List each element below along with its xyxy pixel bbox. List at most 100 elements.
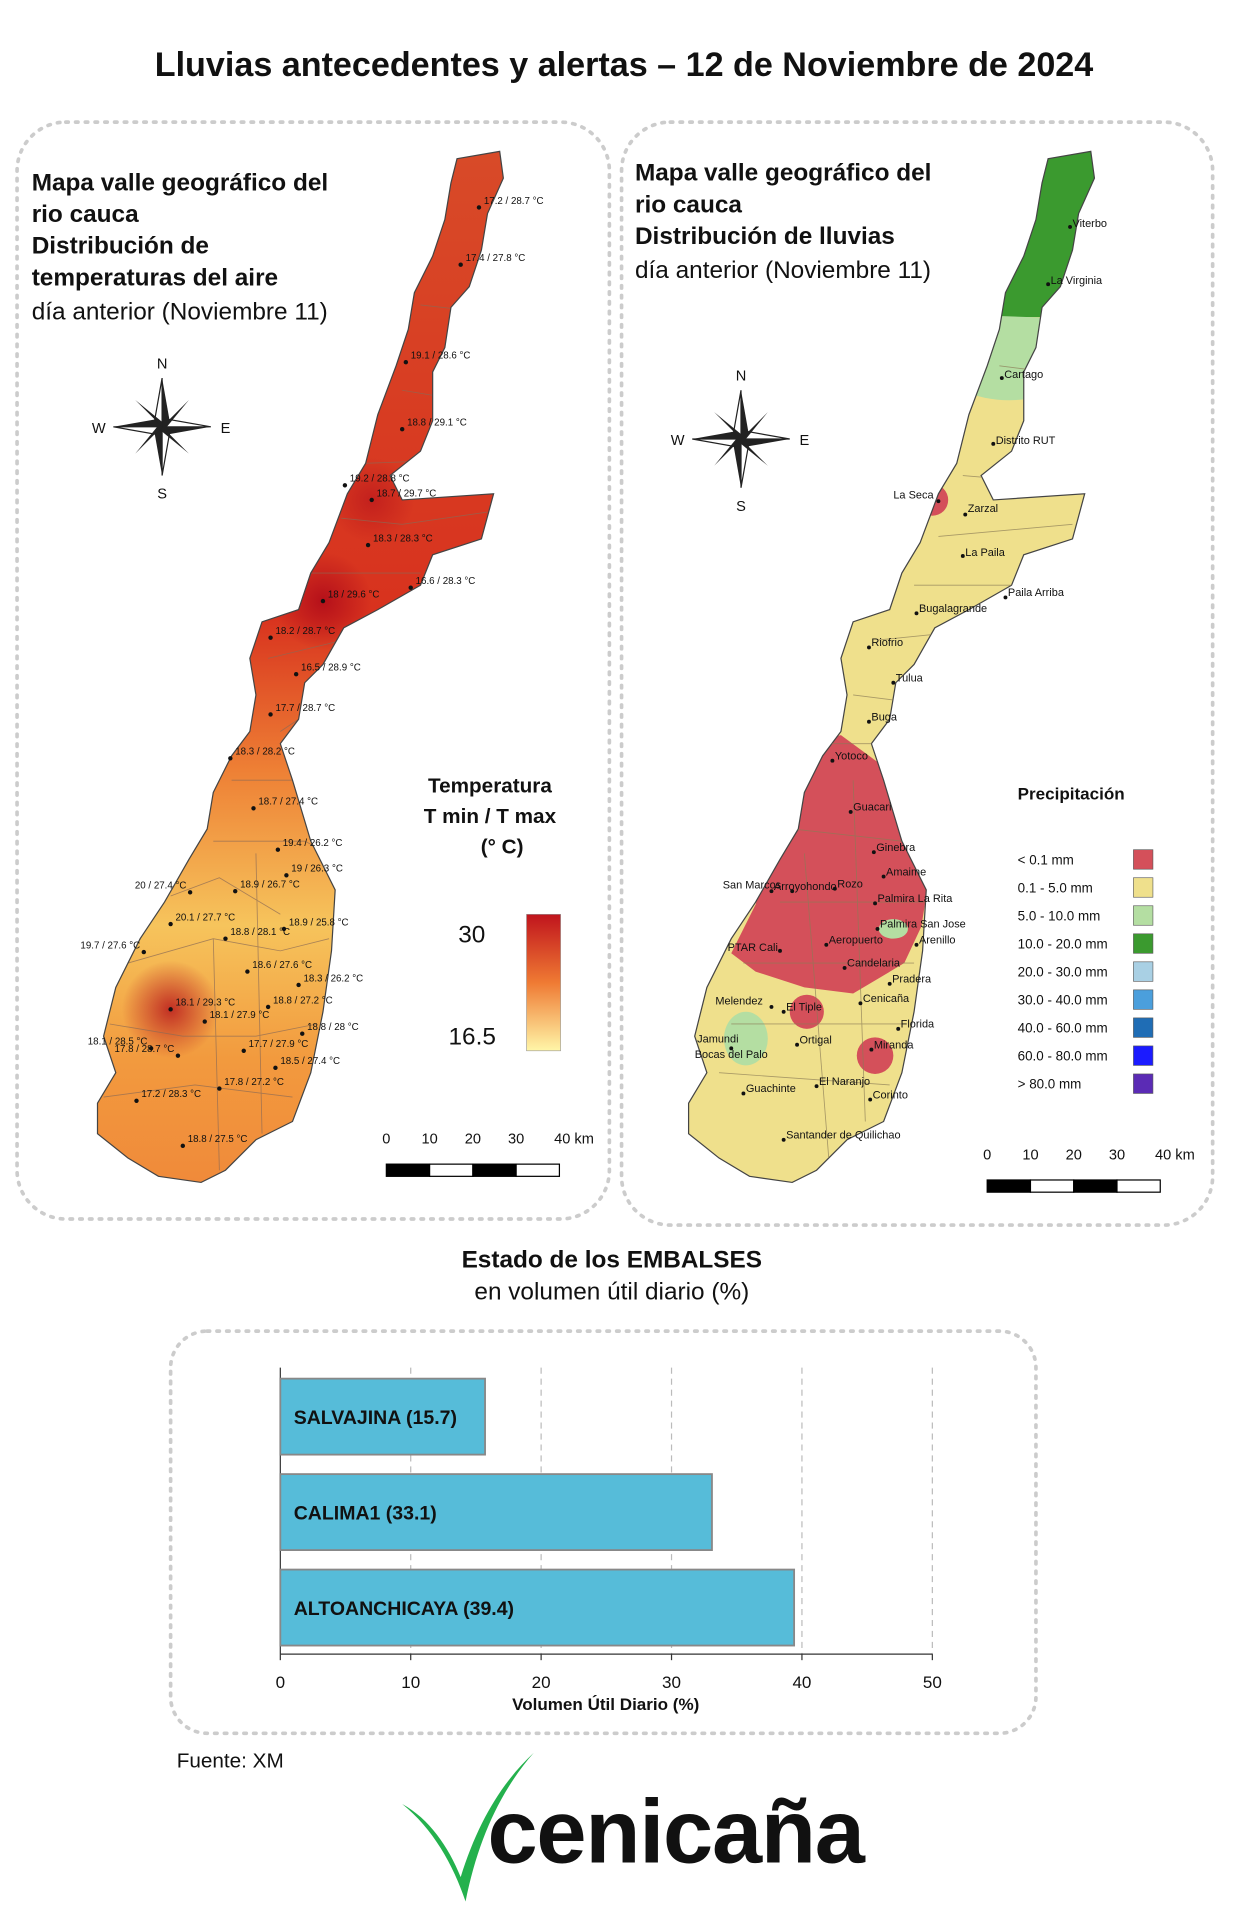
town-dot [832, 886, 837, 891]
town-label: Arroyohondo [774, 881, 837, 893]
station-dot [476, 205, 482, 210]
station-dot [403, 360, 409, 365]
town-dot [867, 645, 871, 650]
town-label: Santander de Quilichao [786, 1130, 900, 1142]
station-dot [268, 635, 273, 640]
station-dot [293, 672, 299, 677]
compass: N S E W [92, 356, 231, 502]
town-label: Zarzal [968, 503, 998, 515]
station-dot [245, 969, 250, 974]
x-tick-label: 40 [792, 1673, 811, 1692]
town-label: Bugalagrande [919, 603, 987, 615]
town-label: Pradera [892, 974, 932, 986]
town-dot [914, 942, 919, 947]
station-dot [217, 1086, 222, 1091]
scale-label: 40 km [554, 1131, 594, 1147]
rain-zone [856, 1037, 894, 1074]
station-dot [228, 756, 233, 761]
map-title: Mapa valle geográfico del [32, 169, 328, 196]
station-label: 17.7 / 28.7 °C [275, 703, 335, 714]
station-dot [342, 483, 348, 488]
town-dot [999, 376, 1004, 380]
station-label: 18.3 / 26.2 °C [303, 973, 363, 984]
town-dot [875, 926, 880, 931]
map-subtitle: día anterior (Noviembre 11) [32, 299, 328, 326]
bar-label: ALTOANCHICAYA (39.4) [294, 1598, 514, 1620]
panel-border [168, 1329, 1038, 1736]
town-dot [871, 850, 876, 855]
station-dot [365, 542, 371, 548]
station-dot [268, 712, 273, 717]
town-dot [887, 981, 892, 986]
map-title: rio cauca [635, 191, 742, 218]
town-label: Distrito RUT [996, 435, 1056, 447]
legend-title: Temperatura [428, 774, 552, 797]
town-dot [830, 758, 835, 763]
station-dot [141, 949, 147, 955]
station-label: 18.8 / 27.2 °C [273, 995, 333, 1006]
town-label: Rozo [837, 878, 863, 890]
station-label: 18 / 29.6 °C [328, 589, 380, 600]
town-dot [891, 680, 896, 685]
compass-label: S [157, 487, 167, 503]
station-label: 19.2 / 28.8 °C [350, 474, 410, 485]
town-dot [873, 901, 878, 906]
station-dot [175, 1053, 181, 1058]
station-dot [458, 262, 463, 267]
legend-label: 0.1 - 5.0 mm [1018, 880, 1093, 895]
map-subtitle: día anterior (Noviembre 11) [635, 257, 931, 284]
town-label: Tulua [896, 673, 924, 685]
town-dot [769, 889, 774, 894]
town-dot [781, 1009, 786, 1014]
town-dot [960, 554, 965, 558]
legend-label: 60.0 - 80.0 mm [1018, 1049, 1108, 1064]
legend-label: 5.0 - 10.0 mm [1018, 908, 1101, 923]
town-label: Palmira La Rita [878, 893, 954, 905]
bar [279, 1473, 713, 1551]
compass-label: E [221, 421, 231, 437]
town-dot [1046, 282, 1051, 287]
station-label: 17.7 / 27.9 °C [249, 1039, 309, 1050]
legend-swatch [1133, 1017, 1154, 1038]
map-title: rio cauca [32, 201, 139, 228]
scale-label: 10 [1022, 1147, 1038, 1163]
legend-label: 30 [458, 921, 485, 948]
scale-segment [1116, 1179, 1161, 1193]
town-dot [781, 1137, 786, 1142]
station-label: 20.1 / 27.7 °C [176, 912, 236, 923]
station-dot [168, 921, 173, 927]
bar [279, 1568, 796, 1647]
bar-label: CALIMA1 (33.1) [294, 1502, 437, 1524]
station-label: 19 / 26.3 °C [291, 864, 343, 875]
town-label: Cenicaña [863, 993, 910, 1005]
station-dot [202, 1019, 207, 1024]
rain-zone [878, 919, 908, 939]
town-label: Bocas del Palo [695, 1049, 768, 1061]
station-dot [251, 806, 256, 811]
compass: N S E W [671, 368, 810, 514]
station-label: 17.8 / 28.7 °C [115, 1044, 175, 1055]
town-label: Buga [871, 712, 897, 724]
map-title: Distribución de [32, 233, 209, 260]
town-dot [858, 1001, 863, 1006]
town-label: Paila Arriba [1008, 587, 1065, 599]
town-label: Riofrio [871, 637, 903, 649]
town-dot [848, 809, 853, 814]
station-label: 17.2 / 28.7 °C [484, 196, 544, 207]
town-dot [842, 965, 847, 970]
town-dot [769, 1004, 774, 1009]
legend: < 0.1 mm 0.1 - 5.0 mm 5.0 - 10.0 mm 10.0 - … [1018, 849, 1154, 1094]
scale-bar: 0 10 20 30 40 km [983, 1147, 1195, 1193]
compass-label: N [157, 356, 168, 372]
station-label: 18.8 / 27.5 °C [188, 1134, 248, 1145]
station-dot [148, 1046, 154, 1051]
station-label: 18.8 / 28.1 °C [230, 927, 290, 938]
compass-label: S [736, 499, 746, 515]
town-label: Arenillo [919, 935, 956, 947]
town-label: Amaime [886, 866, 926, 878]
town-dot [795, 1042, 800, 1047]
logo: cenicaña [402, 1752, 867, 1902]
station-dot [223, 936, 228, 941]
station-label: 18.9 / 26.7 °C [240, 879, 300, 890]
